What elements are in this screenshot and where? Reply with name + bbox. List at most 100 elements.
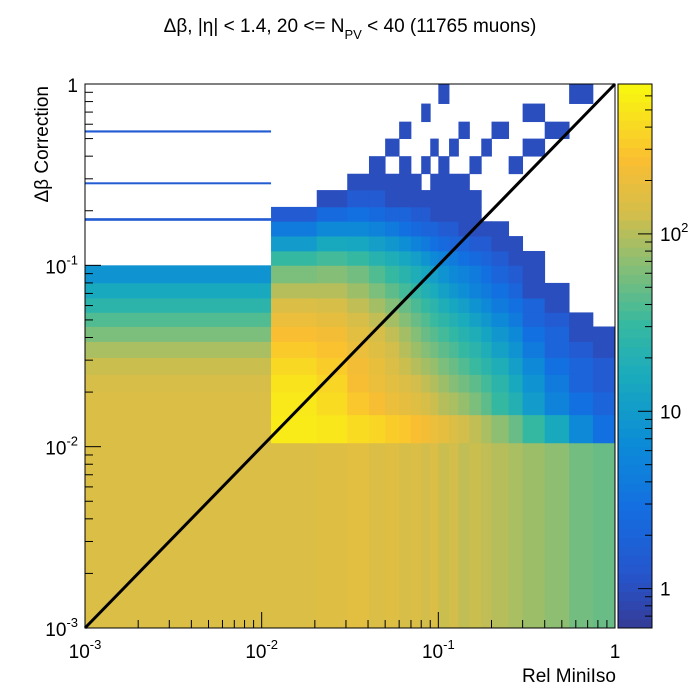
heatmap-cell bbox=[430, 298, 439, 313]
heatmap-cell bbox=[368, 341, 386, 358]
heatmap-cell bbox=[421, 236, 431, 252]
heatmap-cell bbox=[410, 250, 422, 266]
heatmap-cell bbox=[508, 312, 524, 327]
heatmap-cell bbox=[316, 190, 348, 208]
heatmap-cell bbox=[271, 221, 318, 237]
chart-title: Δβ, |η| < 1.4, 20 <= NPV < 40 (11765 muo… bbox=[164, 16, 537, 42]
heatmap-cell bbox=[491, 326, 510, 342]
diagonal-line bbox=[83, 82, 617, 630]
heatmap-cell bbox=[491, 298, 510, 313]
title-main: Δβ, |η| < 1.4, 20 <= N bbox=[164, 16, 345, 37]
heatmap-cell bbox=[385, 326, 400, 342]
heatmap-cell bbox=[481, 357, 492, 375]
colorbar-band bbox=[618, 609, 652, 620]
x-tick-label: 10-3 bbox=[69, 637, 102, 663]
heatmap-cell bbox=[385, 282, 400, 299]
heatmap-cell bbox=[368, 282, 386, 299]
heatmap-cell bbox=[399, 190, 412, 208]
heatmap-cell bbox=[421, 265, 431, 284]
colorbar-band bbox=[618, 446, 652, 457]
colorbar-band bbox=[618, 600, 652, 611]
heatmap-cell bbox=[449, 326, 459, 342]
heatmap-cell bbox=[85, 265, 272, 284]
colorbar-band bbox=[618, 301, 652, 312]
colorbar-band bbox=[618, 201, 652, 212]
heatmap-cell bbox=[508, 236, 524, 252]
colorbar-tick-label: 10 bbox=[660, 402, 681, 423]
heatmap-cell bbox=[399, 173, 412, 191]
heatmap-cell bbox=[421, 312, 431, 327]
heatmap-cell bbox=[385, 236, 400, 252]
colorbar-band bbox=[618, 401, 652, 411]
colorbar-band bbox=[618, 165, 652, 176]
heatmap-cell bbox=[469, 442, 482, 629]
heatmap-cell bbox=[85, 374, 272, 393]
heatmap-cell bbox=[271, 265, 318, 284]
heatmap-cell bbox=[421, 392, 431, 416]
heatmap-cell bbox=[438, 173, 450, 191]
heatmap-cell bbox=[316, 357, 348, 375]
heatmap-cell bbox=[316, 206, 348, 222]
heatmap-cell bbox=[569, 84, 594, 104]
heatmap-cell bbox=[449, 282, 459, 299]
heatmap-cell bbox=[368, 173, 386, 191]
heatmap-cell bbox=[399, 442, 412, 629]
heatmap-cell bbox=[316, 221, 348, 237]
heatmap-cell bbox=[421, 341, 431, 358]
heatmap-cell bbox=[368, 190, 386, 208]
heatmap-cell bbox=[481, 326, 492, 342]
heatmap-cell bbox=[271, 326, 318, 342]
plot-frame bbox=[84, 83, 616, 629]
heatmap-cell bbox=[449, 236, 459, 252]
colorbar-band bbox=[618, 265, 652, 275]
heatmap-cell bbox=[481, 374, 492, 393]
heatmap-cell bbox=[421, 221, 431, 237]
heatmap-cell bbox=[508, 156, 524, 175]
heatmap-cell bbox=[481, 265, 492, 284]
heatmap-cell bbox=[449, 190, 459, 208]
colorbar-band bbox=[618, 392, 652, 402]
heatmap-cell bbox=[347, 236, 370, 252]
heatmap-cell bbox=[347, 442, 370, 629]
heatmap-cell bbox=[421, 190, 431, 208]
heatmap-cell bbox=[508, 392, 524, 416]
heatmap-cell bbox=[592, 442, 616, 629]
heatmap-cell bbox=[469, 282, 482, 299]
heatmap-cell bbox=[430, 282, 439, 299]
heatmap-cell bbox=[368, 414, 386, 444]
heatmap-cell bbox=[569, 374, 594, 393]
heatmap-cell bbox=[368, 392, 386, 416]
heatmap-strips bbox=[85, 130, 272, 221]
colorbar-band bbox=[618, 174, 652, 185]
heatmap-cell bbox=[522, 341, 546, 358]
heatmap-cell bbox=[491, 121, 510, 139]
heatmap-cell bbox=[271, 357, 318, 375]
colorbar-band bbox=[618, 247, 652, 257]
heatmap-cell bbox=[430, 442, 439, 629]
heatmap-cell bbox=[399, 392, 412, 416]
colorbar-band bbox=[618, 156, 652, 167]
colorbar-band bbox=[618, 573, 652, 584]
heatmap-cell bbox=[368, 250, 386, 266]
heatmap-cell bbox=[421, 156, 431, 175]
heatmap-cell bbox=[410, 236, 422, 252]
heatmap-cell bbox=[347, 298, 370, 313]
heatmap-cell bbox=[410, 190, 422, 208]
heatmap-cell bbox=[368, 221, 386, 237]
heatmap-cell bbox=[458, 374, 470, 393]
heatmap-cell bbox=[469, 236, 482, 252]
heatmap-cell bbox=[508, 374, 524, 393]
heatmap-cell bbox=[491, 442, 510, 629]
heatmap-cell bbox=[421, 442, 431, 629]
heatmap-cell bbox=[430, 326, 439, 342]
heatmap-cell bbox=[438, 312, 450, 327]
heatmap-cell bbox=[316, 236, 348, 252]
heatmap-cell bbox=[271, 312, 318, 327]
colorbar-band bbox=[618, 555, 652, 566]
heatmap-cell bbox=[316, 374, 348, 393]
heatmap-cell bbox=[399, 250, 412, 266]
heatmap-cell bbox=[522, 357, 546, 375]
heatmap-cell bbox=[399, 312, 412, 327]
heatmap-cell bbox=[508, 442, 524, 629]
